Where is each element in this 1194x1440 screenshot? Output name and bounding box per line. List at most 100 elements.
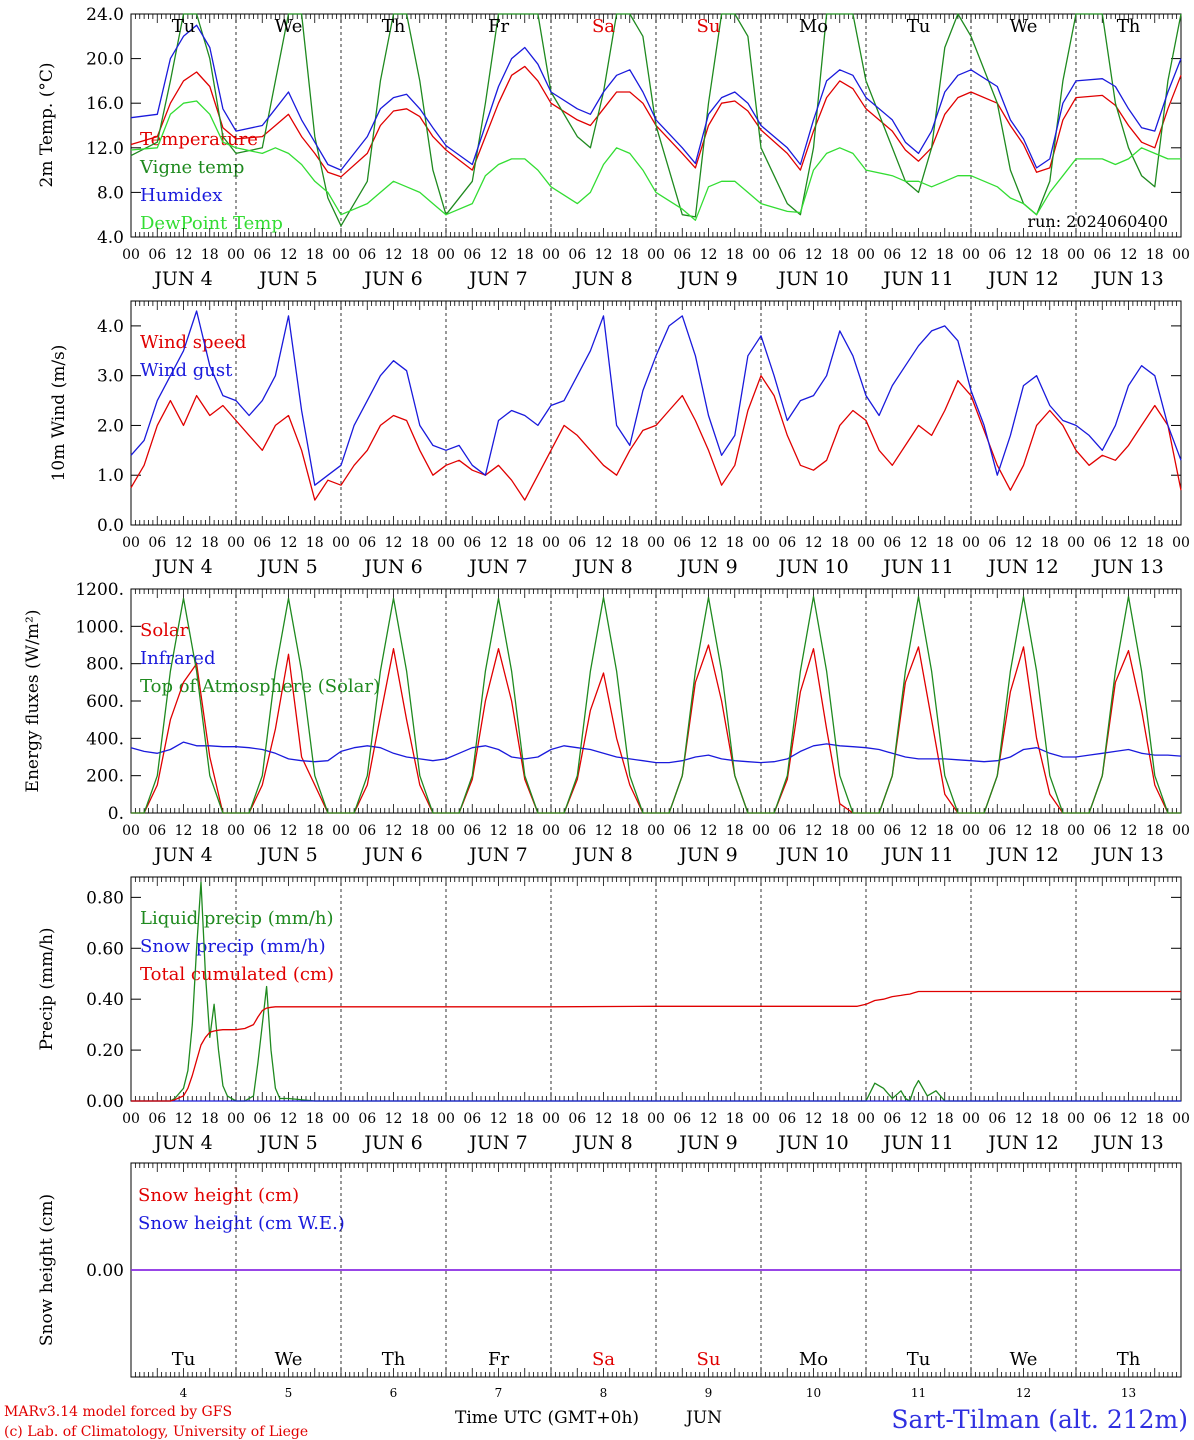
hour-tick-label: 06 — [148, 1111, 166, 1127]
hour-tick-label: 06 — [358, 823, 376, 839]
hour-tick-label: 06 — [253, 535, 271, 551]
hour-tick-label: 18 — [831, 247, 849, 263]
day-number-label: 6 — [390, 1386, 398, 1400]
time-axis-label: Time UTC (GMT+0h) — [455, 1408, 639, 1428]
hour-tick-label: 00 — [542, 823, 560, 839]
hour-tick-label: 00 — [752, 1111, 770, 1127]
energy-ylabel: Energy fluxes (W/m²) — [23, 610, 43, 793]
hour-tick-label: 18 — [1041, 247, 1059, 263]
hour-tick-label: 06 — [568, 535, 586, 551]
y-tick-label: 24.0 — [86, 5, 124, 25]
weekday-label: Mo — [799, 16, 828, 37]
snow-ylabel: Snow height (cm) — [37, 1194, 57, 1346]
hour-tick-label: 00 — [227, 823, 245, 839]
weekday-label: Tu — [172, 16, 196, 37]
hour-tick-label: 12 — [280, 535, 298, 551]
date-label: JUN 5 — [257, 844, 317, 866]
hour-tick-label: 12 — [595, 247, 613, 263]
hour-tick-label: 18 — [621, 823, 639, 839]
y-tick-label: 20.0 — [86, 50, 124, 70]
hour-tick-label: 18 — [726, 535, 744, 551]
series-line-0 — [131, 881, 1181, 1102]
hour-tick-label: 18 — [621, 1111, 639, 1127]
hour-tick-label: 18 — [201, 1111, 219, 1127]
hour-tick-label: 00 — [962, 1111, 980, 1127]
hour-tick-label: 06 — [883, 535, 901, 551]
date-label: JUN 8 — [572, 844, 632, 866]
date-label: JUN 10 — [776, 844, 848, 866]
y-tick-label: 16.0 — [86, 94, 124, 114]
hour-tick-label: 18 — [411, 823, 429, 839]
hour-tick-label: 06 — [568, 1111, 586, 1127]
hour-tick-label: 00 — [1172, 535, 1190, 551]
date-label: JUN 4 — [152, 268, 212, 290]
hour-tick-label: 00 — [857, 535, 875, 551]
hour-tick-label: 00 — [752, 823, 770, 839]
hour-tick-label: 12 — [175, 823, 193, 839]
hour-tick-label: 18 — [1041, 535, 1059, 551]
date-label: JUN 7 — [467, 556, 527, 578]
date-label: JUN 8 — [572, 268, 632, 290]
hour-tick-label: 00 — [647, 1111, 665, 1127]
hour-tick-label: 06 — [463, 1111, 481, 1127]
hour-tick-label: 18 — [726, 823, 744, 839]
hour-tick-label: 18 — [306, 535, 324, 551]
hour-tick-label: 06 — [568, 247, 586, 263]
day-number-label: 9 — [705, 1386, 713, 1400]
hour-tick-label: 18 — [1041, 1111, 1059, 1127]
legend-liquid-precip: Liquid precip (mm/h) — [140, 908, 334, 929]
date-label: JUN 11 — [881, 844, 953, 866]
date-label: JUN 12 — [986, 268, 1058, 290]
hour-tick-label: 18 — [516, 535, 534, 551]
legend-wind-speed: Wind speed — [140, 332, 246, 353]
hour-tick-label: 18 — [516, 1111, 534, 1127]
hour-tick-label: 00 — [122, 247, 140, 263]
hour-tick-label: 00 — [1172, 247, 1190, 263]
hour-tick-label: 12 — [490, 823, 508, 839]
hour-tick-label: 06 — [673, 247, 691, 263]
plot-frame — [130, 588, 1182, 814]
y-tick-label: 0.40 — [86, 990, 124, 1010]
y-tick-label: 4.0 — [97, 317, 124, 337]
legend-toa-solar: Top of Atmosphere (Solar) — [140, 676, 380, 697]
date-label: JUN 12 — [986, 1132, 1058, 1154]
y-tick-label: 1200. — [75, 580, 124, 600]
hour-tick-label: 12 — [595, 1111, 613, 1127]
hour-tick-label: 12 — [805, 247, 823, 263]
series-line-0 — [130, 375, 1182, 501]
weekday-label: Tu — [907, 1349, 931, 1370]
hour-tick-label: 06 — [883, 1111, 901, 1127]
hour-tick-label: 06 — [1093, 535, 1111, 551]
panel-wind: 10m Wind (m/s) Wind speed Wind gust 0.0 1… — [49, 300, 1190, 578]
series-line-2 — [131, 595, 1181, 814]
day-number-label: 7 — [495, 1386, 503, 1400]
hour-tick-label: 12 — [385, 823, 403, 839]
y-tick-label: 0.20 — [86, 1041, 124, 1061]
date-label: JUN 8 — [572, 556, 632, 578]
hour-tick-label: 12 — [1015, 535, 1033, 551]
y-tick-label: 0.0 — [97, 516, 124, 536]
date-label: JUN 4 — [152, 556, 212, 578]
legend-snow-height-we: Snow height (cm W.E.) — [138, 1213, 345, 1234]
date-label: JUN 13 — [1091, 844, 1163, 866]
y-tick-label: 3.0 — [97, 367, 124, 387]
hour-tick-label: 12 — [490, 1111, 508, 1127]
weekday-label: Tu — [907, 16, 931, 37]
day-number-label: 4 — [180, 1386, 188, 1400]
date-label: JUN 13 — [1091, 268, 1163, 290]
hour-tick-label: 06 — [253, 247, 271, 263]
series-line-1 — [130, 310, 1182, 486]
hour-tick-label: 12 — [385, 535, 403, 551]
hour-tick-label: 12 — [280, 823, 298, 839]
hour-tick-label: 12 — [385, 247, 403, 263]
hour-tick-label: 18 — [201, 247, 219, 263]
hour-tick-label: 06 — [463, 823, 481, 839]
legend-wind-gust: Wind gust — [140, 360, 233, 381]
hour-tick-label: 00 — [647, 535, 665, 551]
y-tick-label: 600. — [86, 692, 124, 712]
y-tick-label: 800. — [86, 655, 124, 675]
hour-tick-label: 12 — [595, 535, 613, 551]
day-number-label: 12 — [1016, 1386, 1031, 1400]
hour-tick-label: 06 — [778, 247, 796, 263]
hour-tick-label: 00 — [542, 535, 560, 551]
